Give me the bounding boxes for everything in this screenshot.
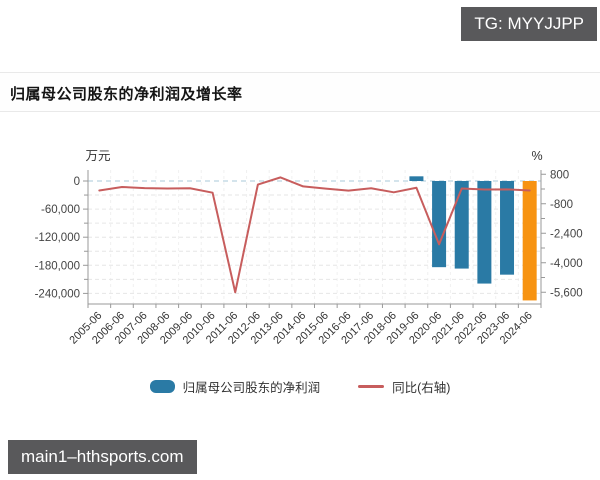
y-axis-left-labels: 0 -60,000 -120,000 -180,000 -240,000: [35, 176, 80, 300]
bar-series: [409, 176, 537, 301]
legend-line-swatch: [358, 384, 385, 388]
yoy-line[interactable]: [98, 176, 531, 294]
right-axis-unit: %: [531, 149, 542, 163]
y-left-tick-label: -180,000: [35, 260, 80, 272]
y-left-tick-label: -120,000: [35, 232, 80, 244]
chart-canvas[interactable]: 0 -60,000 -120,000 -180,000 -240,000 800 -800 -…: [0, 112, 600, 374]
y-left-tick-label: -240,000: [35, 288, 80, 300]
y-right-tick-label: -5,600: [550, 287, 583, 299]
y-axis-right-labels: 800 -800 -2,400 -4,000 -5,600: [550, 169, 583, 299]
y-left-tick-label: 0: [74, 176, 80, 188]
axes: [83, 170, 546, 308]
chart-legend: 归属母公司股东的净利润 同比(右轴): [0, 375, 600, 397]
chart-title-bar: 归属母公司股东的净利润及增长率: [0, 72, 600, 112]
y-right-tick-label: -800: [550, 199, 573, 211]
bar-2020-06[interactable]: [432, 181, 447, 268]
y-right-tick-label: 800: [550, 169, 569, 181]
bar-2019-06[interactable]: [409, 176, 424, 181]
legend-item-yoy[interactable]: 同比(右轴): [358, 377, 450, 396]
y-right-tick-label: -4,000: [550, 258, 583, 270]
legend-bar-swatch: [149, 379, 175, 393]
left-axis-unit: 万元: [85, 149, 110, 163]
y-left-tick-label: -60,000: [41, 204, 80, 216]
horizontal-gridlines: [88, 194, 541, 294]
bar-2022-06[interactable]: [477, 181, 492, 284]
bar-2021-06[interactable]: [454, 181, 469, 269]
y-right-tick-label: -2,400: [550, 228, 583, 240]
watermark-domain-badge: main1–hthsports.com: [8, 440, 197, 474]
chart-container: 0 -60,000 -120,000 -180,000 -240,000 800 -800 -…: [0, 112, 600, 374]
watermark-telegram-badge: TG: MYYJJPP: [461, 7, 597, 41]
x-axis-labels: 2005-062006-062007-062008-062009-062010-…: [67, 310, 534, 347]
legend-bar-label: 归属母公司股东的净利润: [182, 380, 321, 395]
bar-2023-06[interactable]: [500, 181, 515, 275]
chart-title: 归属母公司股东的净利润及增长率: [10, 86, 243, 103]
legend-line-label: 同比(右轴): [392, 380, 451, 395]
legend-item-net-profit[interactable]: 归属母公司股东的净利润: [149, 377, 321, 396]
bar-2024-06[interactable]: [522, 181, 537, 301]
